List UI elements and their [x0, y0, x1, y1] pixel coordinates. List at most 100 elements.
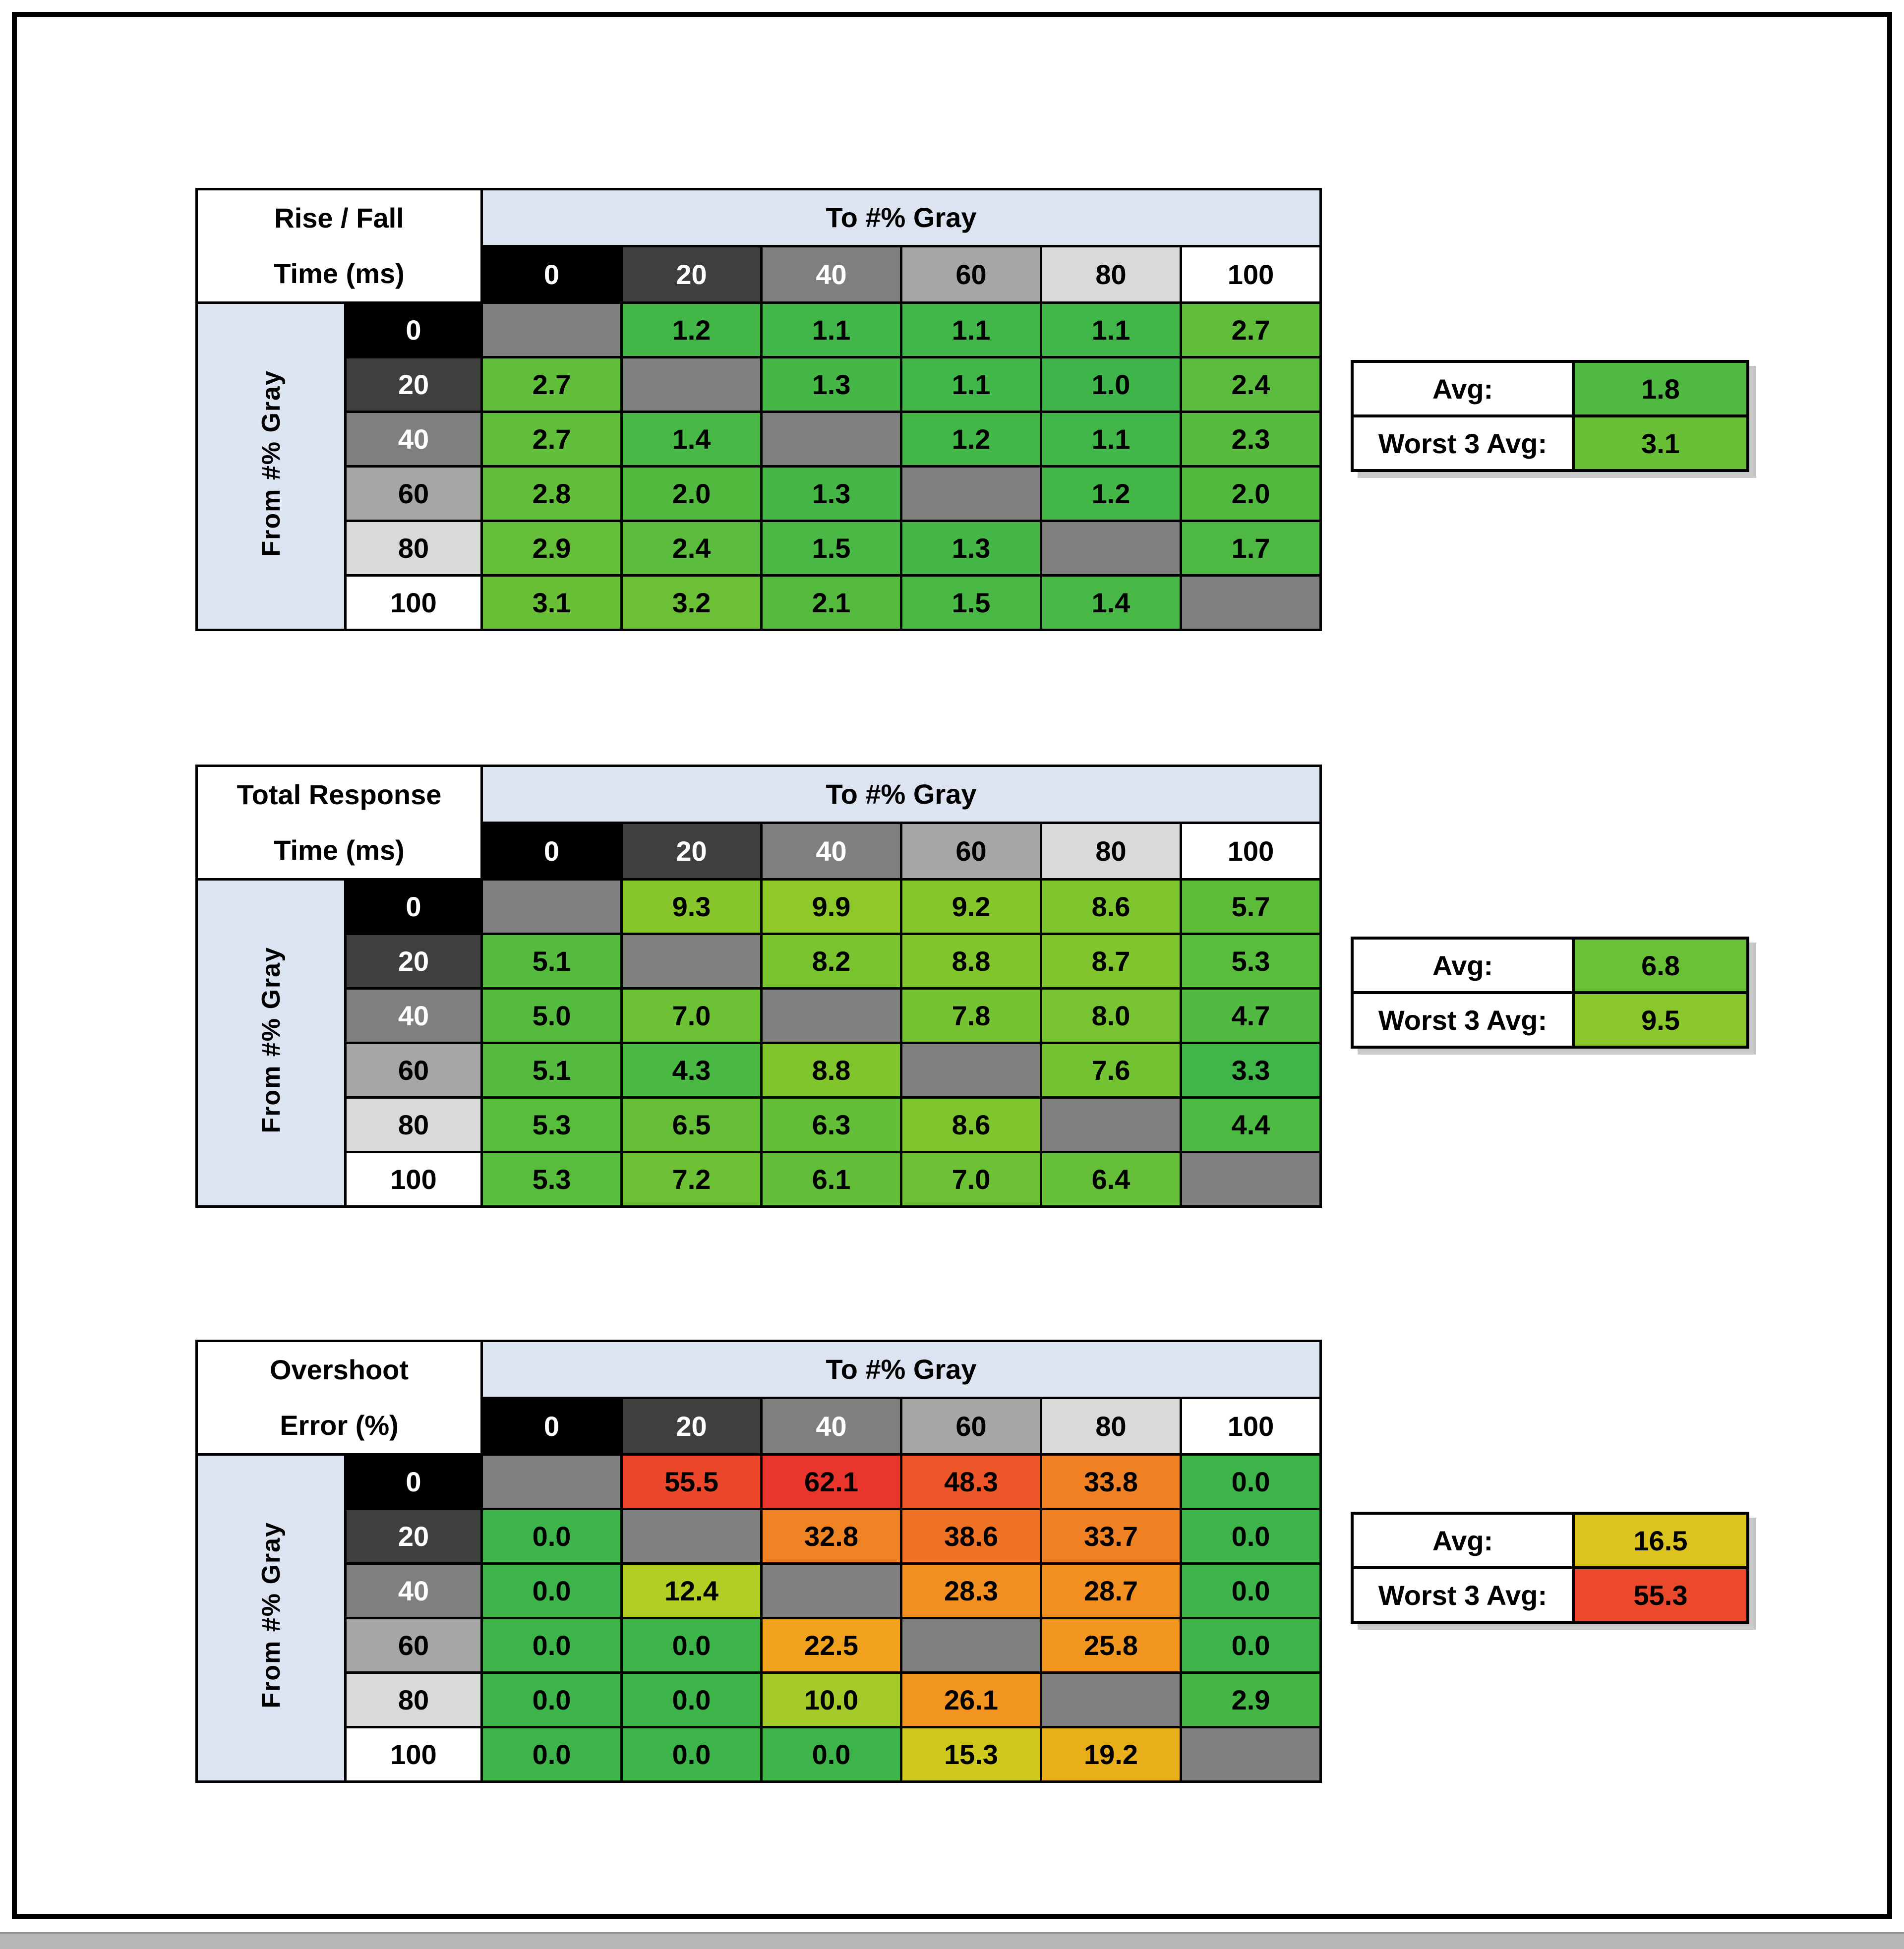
avg-row: Avg: 6.8	[1351, 937, 1749, 994]
cell-100-to-80: 1.4	[1040, 574, 1182, 631]
table-title-line2: Time (ms)	[274, 834, 405, 866]
diagonal-cell-100-100	[1180, 1726, 1322, 1783]
cell-60-to-100: 0.0	[1180, 1617, 1322, 1674]
avg-label: Avg:	[1351, 360, 1575, 417]
diagonal-cell-60-60	[900, 1042, 1042, 1099]
cell-40-to-80: 28.7	[1040, 1562, 1182, 1619]
avg-row: Avg: 16.5	[1351, 1512, 1749, 1569]
summary-block-rise-fall-time: Avg: 1.8 Worst 3 Avg: 3.1	[1351, 360, 1749, 472]
summary-block-overshoot-error: Avg: 16.5 Worst 3 Avg: 55.3	[1351, 1512, 1749, 1624]
table-row: 20 0.0 32.8 38.6 33.7 0.0	[197, 1508, 1322, 1565]
table-title-line2: Error (%)	[280, 1410, 399, 1441]
row-header-60: 60	[344, 1042, 483, 1099]
cell-40-to-0: 5.0	[480, 987, 623, 1044]
cell-60-to-0: 2.8	[480, 465, 623, 522]
diagonal-cell-20-20	[620, 933, 763, 990]
cell-0-to-100: 0.0	[1180, 1453, 1322, 1510]
table-title-line1: Overshoot	[269, 1354, 409, 1385]
cell-100-to-60: 1.5	[900, 574, 1042, 631]
diagonal-cell-60-60	[900, 465, 1042, 522]
cell-100-to-80: 19.2	[1040, 1726, 1182, 1783]
from-gray-header-text: From #% Gray	[256, 946, 286, 1133]
worst-avg-row: Worst 3 Avg: 9.5	[1351, 991, 1749, 1049]
row-header-40: 40	[344, 411, 483, 468]
cell-0-to-60: 1.1	[900, 301, 1042, 358]
cell-100-to-60: 15.3	[900, 1726, 1042, 1783]
from-gray-header: From #% Gray	[195, 301, 347, 631]
table-row: 100 5.3 7.2 6.1 7.0 6.4	[197, 1151, 1322, 1208]
cell-0-to-40: 62.1	[760, 1453, 902, 1510]
cell-20-to-100: 2.4	[1180, 356, 1322, 413]
cell-40-to-80: 1.1	[1040, 411, 1182, 468]
table-row: 40 0.0 12.4 28.3 28.7 0.0	[197, 1562, 1322, 1619]
cell-100-to-20: 0.0	[620, 1726, 763, 1783]
diagonal-cell-0-0	[480, 301, 623, 358]
table-row: From #% Gray 0 1.2 1.1 1.1 1.1 2.7	[195, 301, 1322, 631]
cell-20-to-0: 2.7	[480, 356, 623, 413]
table-row: 100 3.1 3.2 2.1 1.5 1.4	[197, 574, 1322, 631]
horizontal-scrollbar[interactable]	[0, 1932, 1904, 1949]
cell-80-to-100: 1.7	[1180, 520, 1322, 577]
cell-40-to-60: 1.2	[900, 411, 1042, 468]
cell-20-to-60: 1.1	[900, 356, 1042, 413]
cell-40-to-0: 2.7	[480, 411, 623, 468]
cell-80-to-60: 1.3	[900, 520, 1042, 577]
cell-0-to-60: 9.2	[900, 878, 1042, 935]
cell-0-to-40: 9.9	[760, 878, 902, 935]
summary-block-total-response-time: Avg: 6.8 Worst 3 Avg: 9.5	[1351, 937, 1749, 1049]
table-row: From #% Gray 0 55.5 62.1 48.3 33.8 0.0	[195, 1453, 1322, 1783]
diagonal-cell-20-20	[620, 1508, 763, 1565]
row-header-60: 60	[344, 465, 483, 522]
cell-0-to-100: 2.7	[1180, 301, 1322, 358]
table-row: 80 0.0 0.0 10.0 26.1 2.9	[197, 1671, 1322, 1728]
cell-80-to-40: 6.3	[760, 1096, 902, 1153]
worst-avg-row: Worst 3 Avg: 55.3	[1351, 1566, 1749, 1624]
cell-60-to-100: 3.3	[1180, 1042, 1322, 1099]
worst-avg-value: 3.1	[1575, 414, 1749, 472]
from-gray-header-text: From #% Gray	[256, 1521, 286, 1709]
col-header-100: 100	[1180, 1396, 1322, 1456]
cell-40-to-20: 1.4	[620, 411, 763, 468]
cell-100-to-40: 2.1	[760, 574, 902, 631]
table-row: 40 5.0 7.0 7.8 8.0 4.7	[197, 987, 1322, 1044]
col-header-40: 40	[760, 1396, 902, 1456]
cell-20-to-0: 5.1	[480, 933, 623, 990]
row-header-0: 0	[344, 301, 483, 358]
diagonal-cell-40-40	[760, 1562, 902, 1619]
col-header-60: 60	[900, 1396, 1042, 1456]
cell-100-to-40: 0.0	[760, 1726, 902, 1783]
cell-20-to-40: 32.8	[760, 1508, 902, 1565]
col-header-80: 80	[1040, 244, 1182, 304]
table-title: Total Response Time (ms)	[195, 765, 483, 881]
col-header-20: 20	[620, 821, 763, 881]
table-block-rise-fall-time: Rise / Fall Time (ms) To #% Gray 0 20 40 60 80 1…	[195, 188, 1749, 631]
worst-avg-label: Worst 3 Avg:	[1351, 1566, 1575, 1624]
cell-20-to-0: 0.0	[480, 1508, 623, 1565]
diagonal-cell-40-40	[760, 411, 902, 468]
to-gray-header: To #% Gray	[480, 765, 1322, 824]
cell-20-to-40: 1.3	[760, 356, 902, 413]
cell-60-to-20: 2.0	[620, 465, 763, 522]
cell-60-to-80: 1.2	[1040, 465, 1182, 522]
cell-40-to-100: 4.7	[1180, 987, 1322, 1044]
cell-60-to-100: 2.0	[1180, 465, 1322, 522]
table-title: Overshoot Error (%)	[195, 1340, 483, 1456]
diagonal-cell-80-80	[1040, 1096, 1182, 1153]
col-header-20: 20	[620, 1396, 763, 1456]
cell-80-to-20: 2.4	[620, 520, 763, 577]
cell-40-to-0: 0.0	[480, 1562, 623, 1619]
table-row: 40 2.7 1.4 1.2 1.1 2.3	[197, 411, 1322, 468]
rise-fall-time-table: Rise / Fall Time (ms) To #% Gray 0 20 40 60 80 1…	[195, 188, 1322, 631]
cell-40-to-100: 0.0	[1180, 1562, 1322, 1619]
row-header-80: 80	[344, 1096, 483, 1153]
worst-avg-row: Worst 3 Avg: 3.1	[1351, 414, 1749, 472]
cell-80-to-100: 2.9	[1180, 1671, 1322, 1728]
table-row: 100 0.0 0.0 0.0 15.3 19.2	[197, 1726, 1322, 1783]
worst-avg-label: Worst 3 Avg:	[1351, 991, 1575, 1049]
cell-80-to-20: 0.0	[620, 1671, 763, 1728]
cell-20-to-40: 8.2	[760, 933, 902, 990]
cell-60-to-40: 8.8	[760, 1042, 902, 1099]
diagonal-cell-80-80	[1040, 1671, 1182, 1728]
cell-60-to-20: 4.3	[620, 1042, 763, 1099]
